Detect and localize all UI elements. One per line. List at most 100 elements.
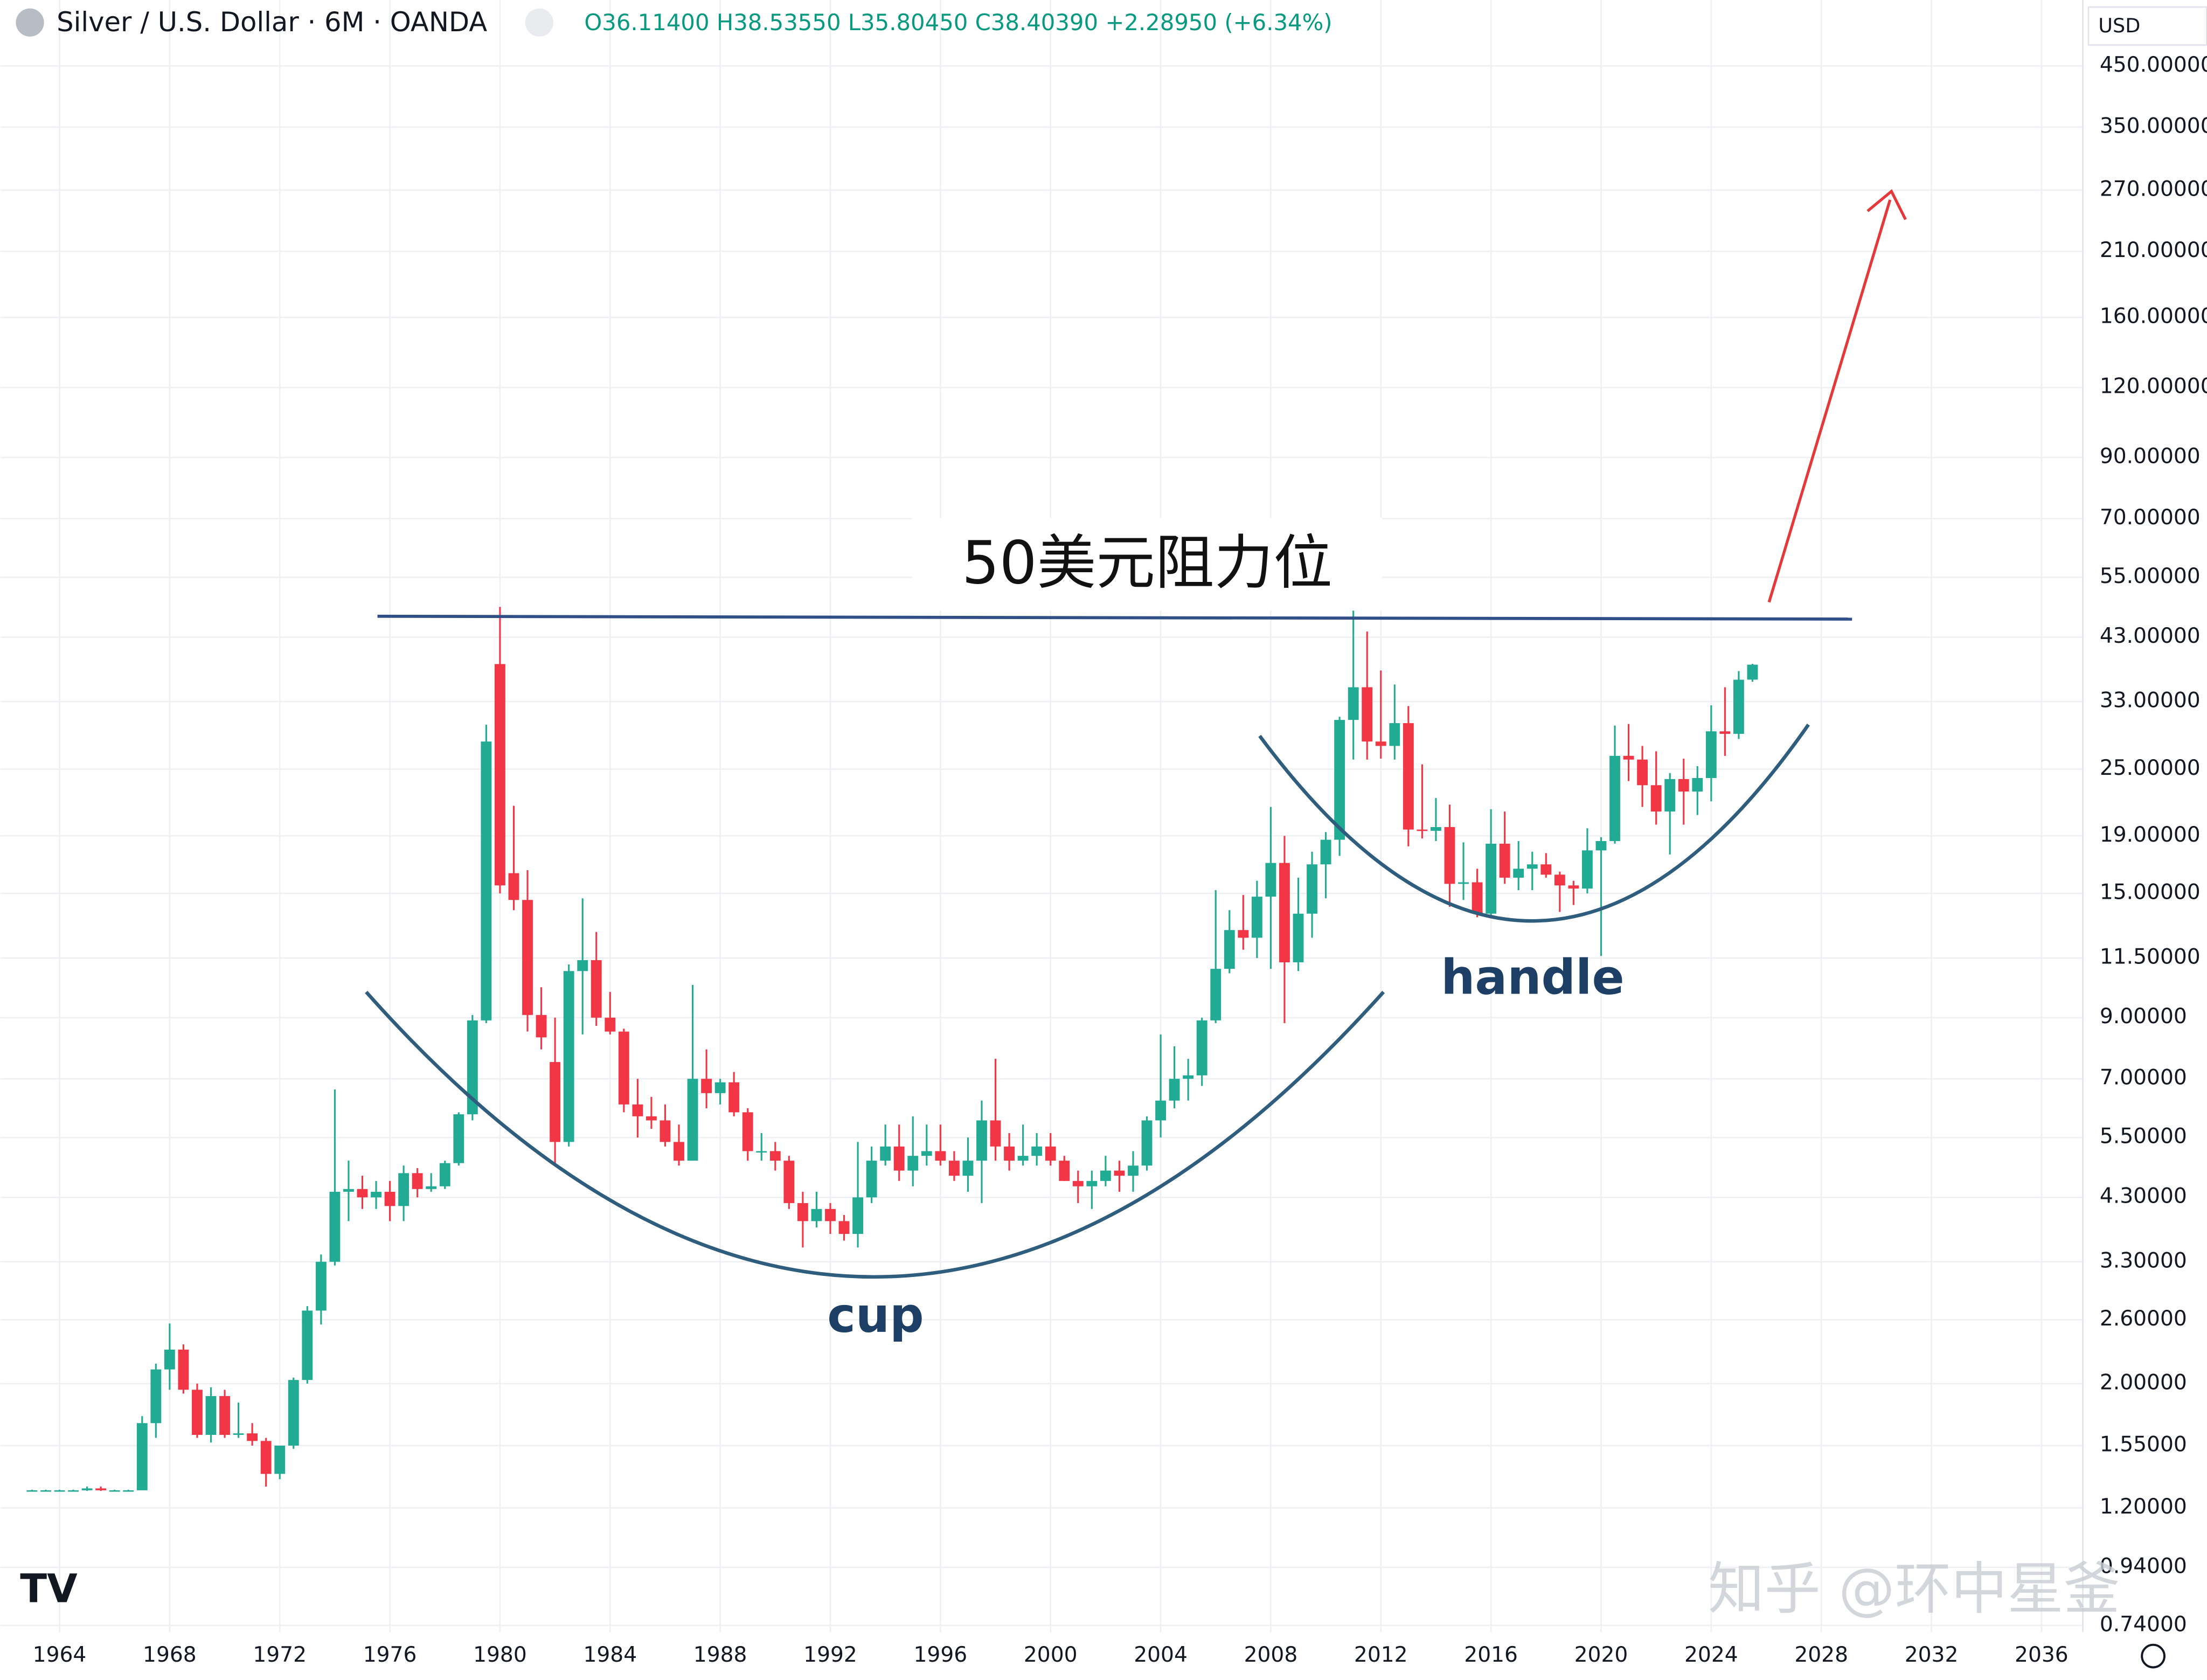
y-tick-label: 15.00000 [2100, 880, 2201, 905]
candle-body [1334, 720, 1345, 840]
candle-body [1609, 755, 1620, 841]
candle-body [797, 1203, 808, 1221]
candle-body [260, 1441, 272, 1474]
candle-body [68, 1490, 79, 1492]
arrow [1767, 199, 1892, 603]
candle-body [1017, 1156, 1029, 1161]
cup-label: cup [827, 1287, 924, 1343]
candle-body [1513, 869, 1524, 878]
candle-body [302, 1310, 313, 1380]
chart-title: Silver / U.S. Dollar · 6M · OANDA [57, 6, 487, 38]
candle-body [1595, 841, 1607, 851]
candle-body [164, 1349, 175, 1370]
candle-body [536, 1015, 547, 1038]
candle-body [357, 1189, 368, 1198]
candle-body [1072, 1181, 1084, 1186]
x-tick-label: 2020 [1574, 1643, 1628, 1667]
candle-body [315, 1261, 327, 1311]
candle-body [426, 1186, 437, 1189]
x-tick-label: 1988 [693, 1643, 747, 1667]
candle-body [371, 1191, 381, 1198]
candle-body [1141, 1120, 1153, 1166]
candle-body [1486, 843, 1497, 914]
candle-body [701, 1079, 712, 1093]
candle-body [1719, 731, 1731, 734]
y-tick-label: 90.00000 [2100, 445, 2201, 469]
cup-curve [365, 990, 1385, 1279]
candle-body [646, 1116, 657, 1121]
candle-body [1623, 755, 1634, 760]
currency-box[interactable] [2087, 6, 2207, 46]
ohlc-label: O36.11400 H38.53550 L35.80450 C38.40390 … [584, 9, 1332, 36]
y-tick-label: 210.00000 [2100, 238, 2207, 262]
axes: 450.00000 350.00000 270.00000 210.00000 160.… [33, 53, 2207, 1667]
candle-body [81, 1488, 93, 1490]
x-tick-label: 2000 [1024, 1643, 1078, 1667]
candle-body [178, 1349, 189, 1390]
candle-body [95, 1488, 107, 1490]
y-tick-label: 270.00000 [2100, 177, 2207, 201]
candle-body [632, 1104, 643, 1116]
candle-body [453, 1114, 464, 1163]
candle-body [935, 1151, 946, 1161]
y-tick-label: 5.50000 [2100, 1124, 2187, 1149]
candle-body [948, 1161, 960, 1176]
candle-body [288, 1380, 299, 1446]
y-tick-label: 19.00000 [2100, 823, 2201, 847]
candle-body [921, 1151, 932, 1156]
y-tick-label: 120.00000 [2100, 374, 2207, 399]
candle-body [907, 1156, 919, 1171]
candle-body [247, 1433, 258, 1441]
candle-body [1169, 1079, 1180, 1101]
candle-body [1554, 874, 1565, 886]
candle-body [976, 1120, 987, 1161]
candle-body [1458, 882, 1469, 884]
candle-body [1417, 829, 1428, 831]
y-tick-label: 3.30000 [2100, 1248, 2187, 1273]
candle-body [1444, 827, 1455, 884]
x-tick-label: 2016 [1464, 1643, 1518, 1667]
candle-body [1100, 1170, 1111, 1181]
x-tick-label: 2032 [1905, 1643, 1959, 1667]
currency: USD [2098, 14, 2140, 37]
candle-body [412, 1173, 423, 1189]
x-tick-label: 1964 [33, 1643, 87, 1667]
candle-body [1224, 930, 1235, 969]
candle-body [1128, 1165, 1139, 1176]
y-tick-label: 0.74000 [2100, 1612, 2187, 1636]
y-tick-label: 7.00000 [2100, 1066, 2187, 1090]
candle-body [192, 1390, 203, 1435]
candle-body [219, 1396, 230, 1435]
status-dot [525, 8, 553, 37]
y-tick-label: 0.94000 [2100, 1554, 2187, 1578]
x-tick-label: 1968 [143, 1643, 197, 1667]
candle-body [1196, 1020, 1207, 1075]
candle-body [728, 1082, 740, 1113]
candle-body [825, 1209, 836, 1221]
candle-body [756, 1151, 767, 1153]
candle-body [1747, 664, 1758, 680]
candle-body [1251, 897, 1262, 938]
candle-body [674, 1142, 684, 1161]
x-tick-label: 1980 [473, 1643, 527, 1667]
candle-body [1265, 863, 1276, 897]
candle-body [1155, 1100, 1166, 1121]
settings-icon[interactable] [2141, 1643, 2166, 1669]
candle-body [563, 971, 574, 1142]
candle-body [123, 1490, 134, 1492]
candle-body [1389, 723, 1400, 746]
candle-body [990, 1120, 1001, 1147]
candle-body [1059, 1161, 1070, 1181]
handle-label: handle [1441, 950, 1624, 1005]
candles [26, 601, 1758, 1492]
symbol-icon [16, 8, 44, 37]
y-tick-label: 2.60000 [2100, 1307, 2187, 1331]
candle-body [495, 664, 505, 886]
candle-body [618, 1031, 629, 1105]
candle-body [1499, 843, 1510, 878]
candle-body [1045, 1146, 1056, 1161]
x-tick-label: 1984 [583, 1643, 637, 1667]
candle-body [329, 1191, 341, 1262]
